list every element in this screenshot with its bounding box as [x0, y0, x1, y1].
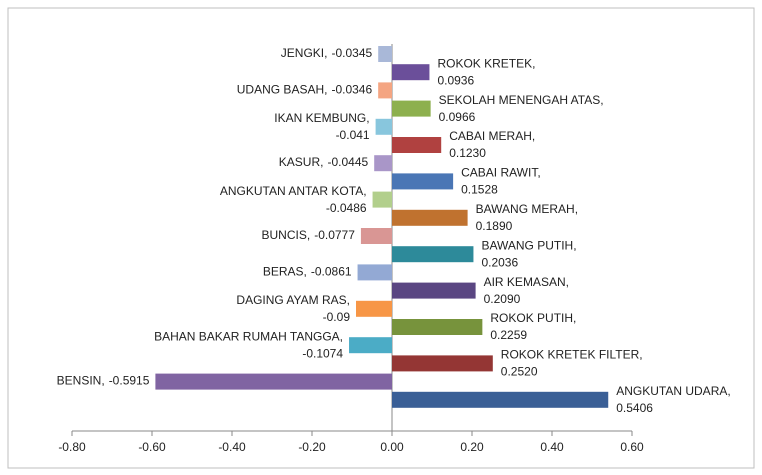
x-tick-label: 0.60: [620, 440, 644, 454]
x-tick-label: 0.00: [380, 440, 404, 454]
category-label: CABAI RAWIT,: [461, 166, 541, 180]
category-label: BUNCIS,: [262, 228, 311, 242]
category-label: BERAS,: [263, 265, 307, 279]
data-label: BENSIN, -0.5915: [57, 374, 150, 388]
value-label: -0.0345: [331, 46, 372, 60]
x-tick-label: -0.20: [298, 440, 326, 454]
category-label: ANGKUTAN ANTAR KOTA,: [220, 184, 367, 198]
value-label: -0.0346: [331, 83, 372, 97]
category-label: SEKOLAH MENENGAH ATAS,: [439, 93, 604, 107]
data-label: KASUR, -0.0445: [279, 155, 369, 169]
bar: [349, 337, 392, 354]
value-label: -0.0777: [314, 228, 355, 242]
category-label: BENSIN,: [57, 374, 105, 388]
chart-border: [7, 7, 755, 469]
value-label: -0.0445: [327, 155, 368, 169]
bar: [374, 155, 392, 172]
category-label: AIR KEMASAN,: [484, 275, 569, 289]
x-tick-label: -0.40: [218, 440, 246, 454]
bar: [392, 246, 474, 263]
category-label: ROKOK PUTIH,: [490, 311, 576, 325]
bar: [392, 319, 483, 335]
category-label: UDANG BASAH,: [237, 83, 328, 97]
value-label: 0.2090: [484, 292, 521, 306]
value-label: -0.0486: [326, 201, 367, 215]
bar: [392, 355, 493, 372]
bar: [392, 64, 430, 81]
x-tick-label: 0.40: [540, 440, 564, 454]
value-label: 0.1890: [476, 219, 513, 233]
bar: [392, 391, 609, 408]
bar: [375, 118, 392, 135]
bar: [357, 264, 392, 281]
bar: [378, 46, 392, 62]
data-label: JENGKI, -0.0345: [281, 46, 373, 60]
value-label: 0.1230: [449, 146, 486, 160]
value-label: 0.0936: [437, 73, 474, 87]
category-label: DAGING AYAM RAS,: [236, 293, 350, 307]
bar: [392, 100, 431, 117]
value-label: -0.09: [323, 310, 351, 324]
value-label: 0.0966: [439, 110, 476, 124]
category-label: ROKOK KRETEK,: [437, 56, 535, 70]
category-label: CABAI MERAH,: [449, 129, 535, 143]
value-label: -0.041: [336, 128, 370, 142]
value-label: 0.5406: [616, 401, 653, 415]
x-tick-label: 0.20: [460, 440, 484, 454]
bar: [378, 82, 392, 99]
category-label: JENGKI,: [281, 46, 328, 60]
category-label: ROKOK KRETEK FILTER,: [501, 348, 643, 362]
value-label: -0.1074: [302, 346, 343, 360]
bar: [392, 209, 468, 226]
data-label: BUNCIS, -0.0777: [262, 228, 356, 242]
data-label: BERAS, -0.0861: [263, 265, 352, 279]
bar: [392, 173, 454, 190]
bar: [155, 373, 392, 390]
data-label: UDANG BASAH, -0.0346: [237, 83, 373, 97]
value-label: 0.2036: [481, 255, 518, 269]
category-label: ANGKUTAN UDARA,: [616, 384, 730, 398]
category-label: BAWANG PUTIH,: [481, 238, 576, 252]
value-label: -0.5915: [109, 374, 150, 388]
value-label: 0.2259: [490, 328, 527, 342]
bar: [372, 191, 392, 208]
category-label: BAWANG MERAH,: [476, 202, 578, 216]
x-tick-label: -0.60: [138, 440, 166, 454]
value-label: 0.1528: [461, 183, 498, 197]
bar: [392, 137, 442, 153]
value-label: 0.2520: [501, 365, 538, 379]
category-label: BAHAN BAKAR RUMAH TANGGA,: [154, 329, 343, 343]
value-label: -0.0861: [311, 265, 352, 279]
category-label: KASUR,: [279, 155, 324, 169]
bar: [356, 300, 392, 317]
x-tick-label: -0.80: [58, 440, 86, 454]
bar: [360, 228, 392, 244]
bar: [392, 282, 476, 299]
category-label: IKAN KEMBUNG,: [274, 111, 369, 125]
